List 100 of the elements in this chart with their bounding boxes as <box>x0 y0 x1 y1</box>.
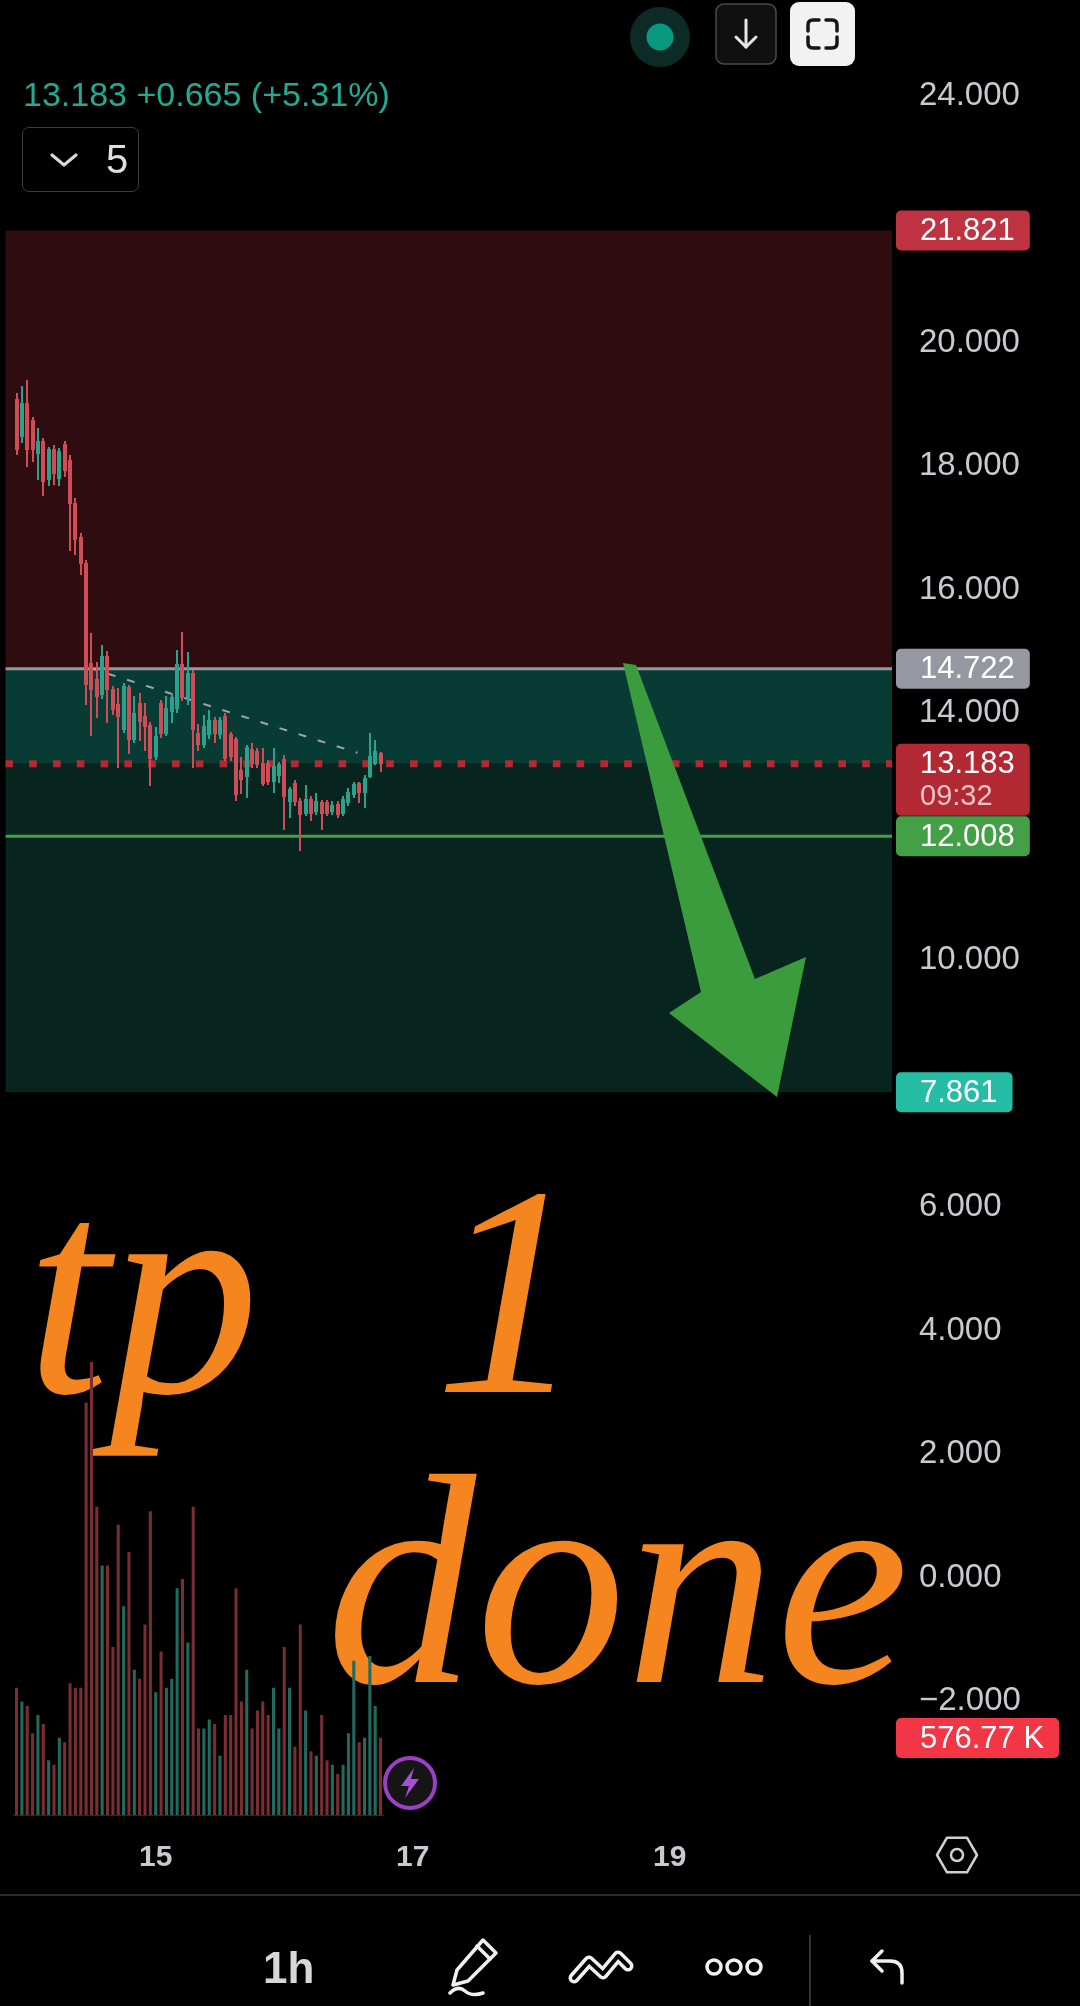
bar <box>180 1579 185 1815</box>
band-label: 21.821 <box>920 212 1015 248</box>
text: 1h <box>263 1943 315 1993</box>
ref-line-label: 13.183 <box>920 745 1015 781</box>
y-tick-label: 14.000 <box>919 692 1020 730</box>
annotation: tp 1 done <box>26 1125 910 1747</box>
bar <box>138 1678 142 1815</box>
bar <box>79 1687 83 1815</box>
bar <box>186 1642 190 1815</box>
bar <box>255 1710 259 1815</box>
bar <box>266 1715 270 1815</box>
bar <box>14 1687 19 1815</box>
ref-line-label: 14.722 <box>920 650 1015 686</box>
bar <box>100 1565 104 1815</box>
bar <box>47 1760 51 1815</box>
bar <box>288 1687 292 1815</box>
bar <box>111 1647 115 1815</box>
bar <box>170 1678 174 1815</box>
ref-line-label: 12.008 <box>920 817 1015 853</box>
y-tick-label: 2.000 <box>919 1433 1002 1471</box>
bar <box>213 1724 217 1815</box>
bar <box>218 1755 222 1815</box>
candlestick <box>357 782 361 803</box>
bar <box>175 1588 179 1815</box>
y-tick-label: 0.000 <box>919 1556 1002 1594</box>
bar <box>362 1737 367 1815</box>
bar <box>325 1760 329 1815</box>
candlestick <box>218 717 222 739</box>
bar <box>314 1755 318 1815</box>
y-tick-label: 10.000 <box>919 939 1020 977</box>
bar <box>336 1773 340 1815</box>
candlestick <box>304 785 308 816</box>
candlestick <box>363 775 367 808</box>
x-tick-label: 15 <box>139 1839 173 1873</box>
candlestick <box>213 717 217 743</box>
bar <box>20 1701 24 1815</box>
bar <box>159 1651 163 1815</box>
bar <box>106 1565 110 1815</box>
bar <box>143 1624 147 1815</box>
candlestick <box>314 793 318 815</box>
bar <box>304 1710 308 1815</box>
bar <box>57 1737 61 1815</box>
annotation: 5 <box>106 137 129 181</box>
bar <box>116 1524 120 1815</box>
y-tick-label: 18.000 <box>919 445 1020 483</box>
bar <box>234 1588 238 1815</box>
candlestick <box>36 428 40 480</box>
y-tick-label: 24.000 <box>919 75 1020 113</box>
bar <box>245 1669 249 1815</box>
bar <box>63 1742 67 1815</box>
y-tick-label: 16.000 <box>919 568 1020 606</box>
bar <box>293 1746 297 1815</box>
y-tick-label: 20.000 <box>919 322 1020 360</box>
bar <box>298 1624 302 1815</box>
bar <box>229 1715 233 1815</box>
bar <box>250 1728 254 1815</box>
bar <box>373 1705 377 1815</box>
x-tick-label: 17 <box>396 1839 430 1873</box>
bar <box>68 1683 72 1815</box>
bar <box>197 1728 201 1815</box>
bar <box>207 1719 211 1815</box>
bar <box>223 1715 227 1815</box>
bar <box>271 1687 276 1815</box>
bar <box>25 1705 29 1815</box>
candlestick <box>288 787 292 818</box>
bar <box>202 1728 206 1815</box>
candlestick <box>95 662 99 718</box>
candlestick <box>196 724 200 751</box>
bar <box>379 1737 383 1815</box>
bar <box>36 1715 40 1815</box>
x-tick-label: 19 <box>653 1839 687 1873</box>
bar <box>132 1669 136 1815</box>
bar <box>191 1506 195 1815</box>
bar <box>277 1728 281 1815</box>
bar <box>346 1733 350 1815</box>
band-label: 7.861 <box>920 1073 998 1109</box>
bar <box>320 1715 324 1815</box>
y-tick-label: 4.000 <box>919 1309 1002 1347</box>
y-tick-label: −2.000 <box>919 1680 1021 1718</box>
bar <box>148 1511 152 1815</box>
bar <box>52 1764 56 1815</box>
bar <box>164 1687 168 1815</box>
bar <box>357 1742 361 1815</box>
bar <box>261 1701 265 1815</box>
y-tick-label: 6.000 <box>919 1186 1002 1224</box>
candlestick <box>154 727 158 760</box>
bar <box>239 1701 243 1815</box>
bar <box>330 1764 334 1815</box>
bar <box>154 1692 158 1815</box>
bar <box>127 1551 131 1815</box>
bar <box>73 1687 77 1815</box>
bar <box>309 1751 313 1815</box>
bar <box>41 1724 45 1815</box>
bar <box>341 1764 345 1815</box>
dropdown-button: 5 <box>22 127 139 192</box>
text: 09:32 <box>920 778 993 811</box>
chart-subtitle: 13.183 +0.665 (+5.31%) <box>23 75 390 113</box>
text: 576.77 K <box>920 1719 1045 1755</box>
candlestick <box>309 796 313 821</box>
bar <box>122 1606 126 1815</box>
